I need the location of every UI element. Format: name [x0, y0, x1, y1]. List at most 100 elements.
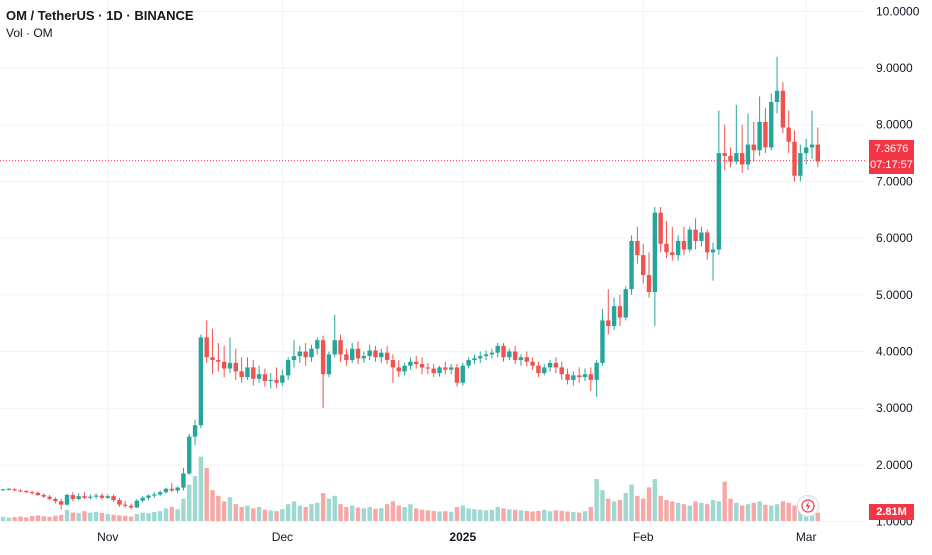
volume-bar — [728, 498, 733, 521]
candle-body — [123, 504, 128, 506]
volume-bar — [524, 510, 529, 521]
candle-body — [332, 340, 337, 355]
candle-body — [274, 379, 279, 383]
candle-body — [390, 360, 396, 368]
candle-body — [675, 240, 681, 256]
volume-bar — [18, 516, 23, 521]
candle-body — [157, 492, 163, 495]
candle-body — [169, 488, 174, 491]
candle-body — [699, 232, 704, 241]
volume-bar — [489, 509, 495, 521]
candle-body — [611, 306, 617, 327]
price-tick-label: 2.0000 — [876, 458, 913, 472]
volume-bar — [146, 513, 151, 521]
volume-bar — [658, 495, 663, 521]
candle-body — [454, 367, 460, 383]
volume-bar — [594, 479, 599, 521]
time-tick-label: 2025 — [449, 530, 476, 544]
volume-bar — [641, 498, 646, 521]
candle-body — [635, 240, 640, 256]
candle-body — [198, 337, 204, 426]
candle-body — [146, 495, 151, 498]
volume-bar — [681, 504, 687, 521]
candle-body — [280, 375, 285, 383]
candle-body — [6, 488, 12, 490]
candle-body — [757, 121, 762, 151]
volume-bar — [530, 511, 535, 521]
volume-bar — [646, 487, 652, 521]
volume-bar — [326, 498, 332, 521]
volume-bar — [419, 509, 425, 521]
volume-bar — [268, 510, 273, 521]
volume-bar — [600, 490, 605, 521]
symbol-title[interactable]: OM / TetherUS · 1D · BINANCE — [6, 8, 194, 23]
volume-bar — [280, 509, 285, 521]
candle-body — [251, 367, 256, 379]
volume-bar — [192, 476, 198, 521]
candle-body — [291, 356, 297, 361]
candle-body — [64, 495, 70, 505]
candle-body — [227, 362, 233, 369]
volume-bar — [198, 456, 204, 521]
time-axis[interactable]: Nov Dec 2025 Feb Mar — [97, 530, 816, 544]
candle-body — [518, 357, 524, 361]
candle-body — [117, 500, 122, 505]
candle-body — [367, 350, 372, 357]
alert-icon[interactable] — [797, 495, 819, 517]
volume-bar — [53, 515, 58, 521]
candle-body — [82, 496, 87, 498]
candle-body — [553, 362, 559, 368]
candle-body — [617, 306, 623, 318]
candle-body — [431, 368, 436, 374]
candle-body — [187, 436, 192, 474]
candle-body — [35, 492, 41, 495]
candle-body — [408, 361, 413, 366]
volume-bar — [111, 514, 116, 521]
volume-bar — [815, 512, 820, 521]
volume-bar — [204, 467, 209, 521]
volume-bar — [542, 509, 547, 521]
candle-body — [355, 348, 361, 359]
candle-body — [751, 144, 756, 151]
time-tick-label: Mar — [796, 530, 817, 544]
volume-bar — [466, 508, 471, 521]
volume-bar — [175, 509, 180, 521]
candle-body — [623, 289, 628, 318]
candle-body — [652, 212, 658, 293]
candle-body — [268, 379, 273, 382]
volume-bar — [361, 508, 367, 521]
price-axis[interactable]: 1.00002.00003.00004.00005.00006.00007.00… — [876, 4, 920, 528]
price-tick-label: 5.0000 — [876, 288, 913, 302]
candle-body — [582, 374, 588, 378]
volume-bar — [233, 504, 238, 521]
volume-bar — [460, 505, 465, 521]
candle-body — [606, 320, 611, 327]
volume-bar — [547, 511, 553, 521]
volume-bar — [512, 509, 518, 521]
candle-body — [99, 495, 105, 498]
volume-bar — [699, 502, 704, 521]
candle-body — [565, 374, 570, 380]
candle-body — [326, 354, 332, 375]
candle-body — [210, 357, 215, 361]
volume-bar — [303, 507, 308, 521]
volume-bar — [734, 502, 739, 521]
volume-bar — [315, 502, 320, 521]
candle-body — [192, 425, 198, 437]
volume-bar — [623, 493, 628, 521]
candle-body — [233, 362, 238, 372]
volume-bar — [41, 516, 46, 521]
volume-bar — [559, 510, 564, 521]
volume-bar — [221, 501, 227, 521]
candle-body — [53, 498, 58, 502]
volume-bar — [384, 504, 390, 521]
candle-body — [425, 367, 431, 369]
volume-indicator-label[interactable]: Vol · OM — [6, 26, 53, 40]
candle-body — [245, 367, 250, 378]
volume-bar — [617, 500, 623, 521]
candle-body — [588, 374, 594, 380]
volume-bar — [693, 501, 698, 521]
candle-body — [664, 243, 669, 253]
